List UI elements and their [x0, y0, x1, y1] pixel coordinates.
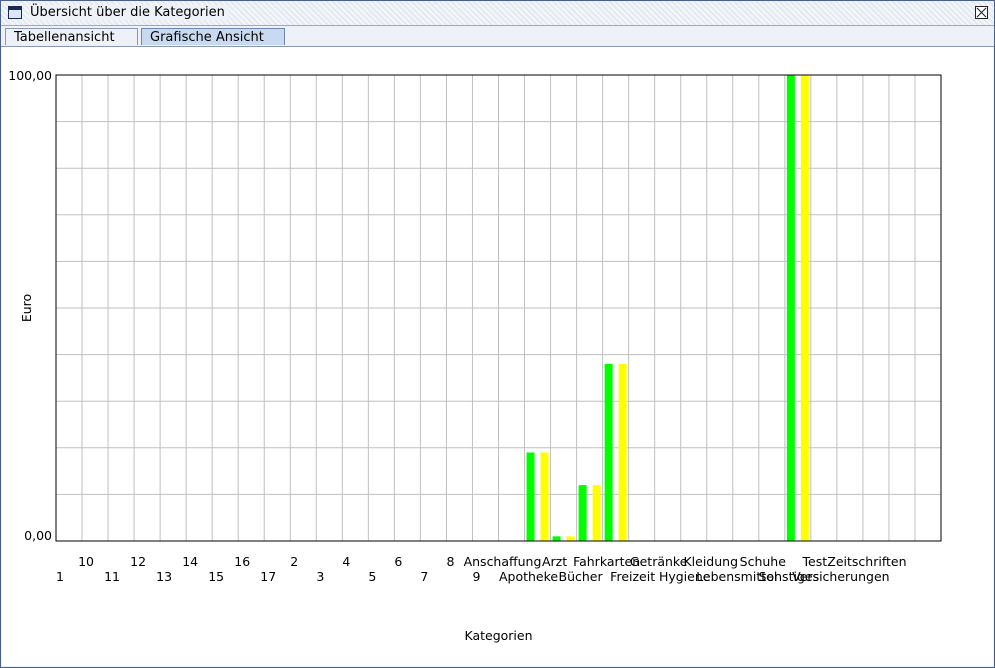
- tab-bar: Tabellenansicht Grafische Ansicht: [1, 26, 994, 47]
- x-tick-label: 11: [104, 569, 120, 584]
- x-tick-label: 2: [290, 554, 298, 569]
- x-tick-label: 14: [182, 554, 198, 569]
- x-axis-label: Kategorien: [464, 628, 532, 643]
- x-tick-label: Arzt: [542, 554, 567, 569]
- x-tick-label: Hygiene: [659, 569, 711, 584]
- x-tick-label: Freizeit: [610, 569, 655, 584]
- y-tick-label: 0,00: [24, 528, 52, 543]
- window-title: Übersicht über die Kategorien: [29, 5, 229, 20]
- x-tick-label: 10: [78, 554, 94, 569]
- bar-yellow: [592, 485, 601, 541]
- chart-panel: 100,00 0,00 1 10 11 12 13 14 15 16 17 2 3 4 5 6 7 8 9 Ansch…: [2, 47, 993, 666]
- x-tick-label: Getränke: [630, 554, 688, 569]
- x-tick-label: Lebensmittel: [696, 569, 777, 584]
- x-tick-label: Anschaffung: [464, 554, 542, 569]
- bar-yellow: [618, 363, 627, 541]
- x-tick-label: Zeitschriften: [827, 554, 906, 569]
- bar-green: [552, 536, 561, 541]
- x-tick-label: Versicherungen: [792, 569, 889, 584]
- y-axis-label: Euro: [19, 294, 34, 322]
- bar-green: [526, 452, 535, 541]
- x-tick-label: 8: [446, 554, 454, 569]
- x-tick-label: Test: [802, 554, 828, 569]
- x-tick-label: 1: [56, 569, 64, 584]
- window-icon: [8, 6, 22, 19]
- bar-yellow: [566, 536, 575, 541]
- x-tick-label: 13: [156, 569, 172, 584]
- x-tick-label: Bücher: [559, 569, 604, 584]
- x-tick-label: Fahrkarten: [573, 554, 640, 569]
- bar-yellow: [540, 452, 549, 541]
- x-tick-label: Kleidung: [683, 554, 738, 569]
- x-tick-label: 15: [208, 569, 224, 584]
- x-tick-label: 3: [316, 569, 324, 584]
- x-tick-label: Apotheke: [499, 569, 558, 584]
- x-tick-label: 5: [368, 569, 376, 584]
- tab-table-view[interactable]: Tabellenansicht: [5, 28, 138, 45]
- tab-chart-view[interactable]: Grafische Ansicht: [141, 28, 285, 45]
- bar-yellow: [800, 75, 809, 541]
- x-tick-label: 9: [472, 569, 480, 584]
- x-tick-label: 12: [130, 554, 146, 569]
- bar-green: [604, 363, 613, 541]
- bar-green: [578, 485, 587, 541]
- bar-green: [786, 75, 795, 541]
- x-tick-label: 17: [260, 569, 276, 584]
- x-tick-label: 4: [342, 554, 350, 569]
- x-tick-label: Sonstiges: [759, 569, 820, 584]
- y-tick-label: 100,00: [8, 68, 52, 83]
- plot-frame: [55, 74, 942, 542]
- title-bar[interactable]: Übersicht über die Kategorien: [1, 1, 994, 26]
- close-icon[interactable]: [975, 6, 988, 19]
- x-tick-label: Schuhe: [740, 554, 787, 569]
- x-tick-label: 16: [234, 554, 250, 569]
- bar-chart: 100,00 0,00 1 10 11 12 13 14 15 16 17 2 3 4 5 6 7 8 9Ansch…: [8, 68, 942, 643]
- x-tick-label: 6: [394, 554, 402, 569]
- x-tick-label: 7: [420, 569, 428, 584]
